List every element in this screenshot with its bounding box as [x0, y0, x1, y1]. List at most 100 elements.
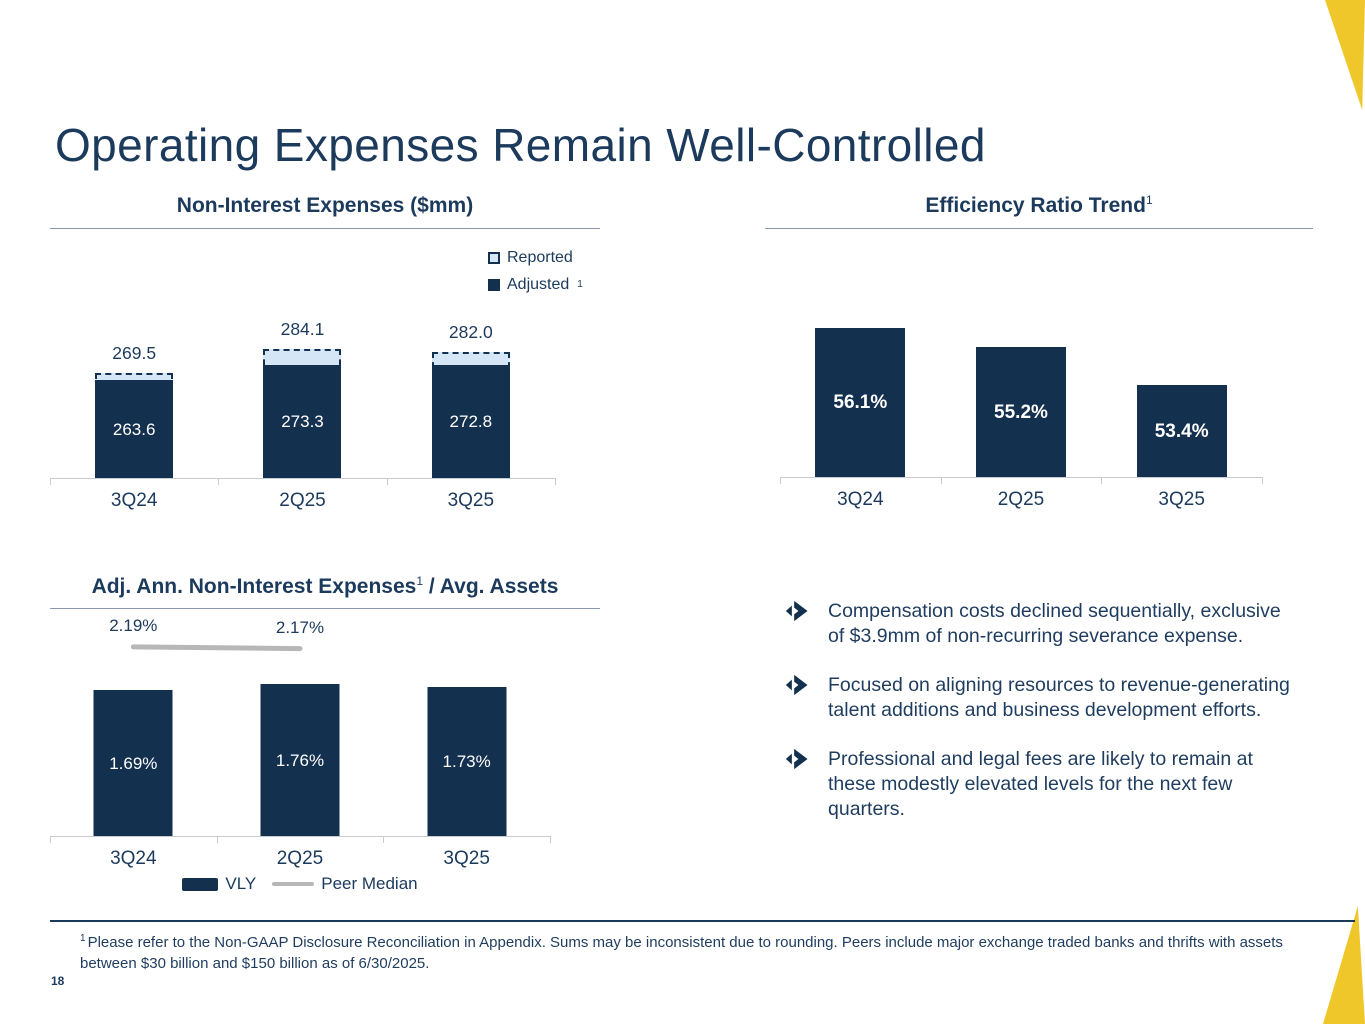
legend-adjusted-label: Adjusted [507, 276, 570, 293]
chart3-title-suffix: / Avg. Assets [423, 575, 559, 598]
efficiency-bar-3Q24: 56.1% [815, 328, 906, 478]
efficiency-bar-2Q25: 55.2% [975, 347, 1066, 478]
adjusted-value-label: 273.3 [281, 411, 324, 431]
peer-median-value-label: 2.17% [275, 617, 325, 637]
commentary-bullets: Compensation costs declined sequentially… [784, 599, 1296, 846]
legend-peer-median-label: Peer Median [321, 874, 418, 893]
legend-reported-label: Reported [507, 249, 573, 266]
vly-swatch-icon [182, 877, 219, 891]
axis-tick [550, 836, 551, 843]
chart1-title: Non-Interest Expenses ($mm) [50, 194, 600, 218]
adjusted-bar-3Q25: 272.8 [431, 365, 510, 479]
reported-bar-3Q25: 272.8 [431, 352, 510, 479]
chevron-bullet-icon [784, 747, 808, 822]
chart1-legend: Reported Adjusted 1 [488, 249, 583, 294]
legend-item-peer-median: Peer Median [272, 874, 418, 894]
axis-tick [555, 478, 556, 485]
axis-tick [780, 477, 781, 484]
bullet-text: Professional and legal fees are likely t… [828, 748, 1253, 820]
adjusted-bar-2Q25: 273.3 [263, 364, 342, 479]
reported-swatch-icon [488, 252, 500, 264]
x-tick-label: 2Q25 [997, 489, 1045, 510]
adj-nie-avg-assets-chart: 1.69% 3Q24 2.19% 1.76% 2Q25 2.17% 1.73% 3Q25 [50, 616, 551, 869]
chart1-title-text: Non-Interest Expenses ($mm) [176, 194, 474, 217]
bullet-item: Professional and legal fees are likely t… [784, 747, 1296, 822]
vly-bar-3Q25: 1.73% [427, 686, 507, 837]
yellow-corner-accent-bottom [1323, 906, 1365, 1024]
adjusted-swatch-icon [488, 279, 500, 291]
vly-bar-3Q24: 1.69% [93, 690, 173, 837]
axis-tick [940, 477, 942, 484]
reported-bar-2Q25: 273.3 [263, 348, 342, 479]
reported-bar-3Q24: 263.6 [95, 372, 174, 479]
legend-item-adjusted: Adjusted 1 [488, 276, 583, 294]
x-axis [780, 477, 1263, 484]
x-tick-label: 3Q25 [443, 848, 490, 869]
vly-value-label: 1.73% [442, 751, 491, 771]
axis-tick [383, 836, 385, 843]
adjusted-bar-3Q24: 263.6 [95, 380, 174, 479]
reported-value-label: 269.5 [112, 342, 157, 363]
category-slot: 1.69% 3Q24 2.19% [50, 616, 217, 869]
bullet-item: Compensation costs declined sequentially… [784, 599, 1296, 649]
axis-tick [386, 478, 388, 485]
legend-item-vly: VLY [182, 874, 256, 894]
chart3-title-text: Adj. Ann. Non-Interest Expenses [91, 575, 417, 598]
efficiency-bar-3Q25: 53.4% [1136, 385, 1227, 478]
peer-median-value-label: 2.19% [109, 615, 158, 635]
vly-value-label: 1.69% [109, 753, 158, 773]
category-slot: 263.6 269.5 3Q24 [50, 339, 218, 511]
chart2-title: Efficiency Ratio Trend1 [765, 194, 1313, 218]
category-slot: 55.2% 2Q25 [941, 288, 1102, 510]
x-tick-label: 2Q25 [279, 490, 326, 511]
axis-tick [1101, 477, 1103, 484]
x-axis [50, 836, 551, 843]
efficiency-value-label: 56.1% [833, 392, 888, 414]
axis-tick [1262, 477, 1263, 484]
axis-tick [216, 836, 218, 843]
chevron-bullet-icon [784, 673, 808, 723]
legend-item-reported: Reported [488, 249, 583, 267]
vly-bar-2Q25: 1.76% [260, 684, 340, 837]
category-slot: 272.8 282.0 3Q25 [387, 322, 555, 511]
adjusted-value-label: 272.8 [449, 412, 493, 432]
footnote: 1 Please refer to the Non-GAAP Disclosure… [80, 932, 1298, 974]
efficiency-value-label: 55.2% [994, 401, 1048, 423]
page-number: 18 [51, 974, 65, 988]
x-tick-label: 3Q24 [110, 490, 158, 511]
chart2-title-rule [765, 228, 1313, 229]
x-tick-label: 2Q25 [276, 848, 324, 869]
yellow-corner-accent-top [1325, 0, 1365, 110]
reported-value-label: 282.0 [448, 322, 493, 343]
bullet-text: Compensation costs declined sequentially… [828, 600, 1281, 647]
x-tick-label: 3Q24 [110, 848, 157, 869]
x-axis [50, 478, 556, 485]
x-tick-label: 3Q25 [447, 490, 495, 511]
footer-divider [50, 920, 1355, 922]
vly-value-label: 1.76% [275, 750, 325, 770]
chart3-title: Adj. Ann. Non-Interest Expenses1 / Avg. … [50, 575, 600, 599]
category-slot: 56.1% 3Q24 [780, 288, 941, 510]
category-slot: 53.4% 3Q25 [1101, 288, 1262, 510]
reported-value-label: 284.1 [280, 318, 325, 339]
category-slot: 273.3 284.1 2Q25 [218, 319, 386, 511]
footnote-marker: 1 [80, 933, 86, 944]
x-tick-label: 3Q24 [837, 489, 884, 510]
efficiency-ratio-chart: 56.1% 3Q24 55.2% 2Q25 53.4% 3Q25 [780, 288, 1263, 510]
chart3-legend: VLY Peer Median [50, 874, 550, 894]
page-title: Operating Expenses Remain Well-Controlle… [55, 119, 986, 171]
category-slot: 1.76% 2Q25 2.17% [217, 617, 384, 869]
legend-vly-label: VLY [225, 874, 257, 893]
chevron-bullet-icon [784, 599, 808, 649]
category-slot: 1.73% 3Q25 [383, 620, 550, 869]
chart2-title-text: Efficiency Ratio Trend [925, 194, 1146, 217]
peer-median-swatch-icon [272, 882, 315, 886]
chart3-title-rule [50, 608, 600, 609]
axis-tick [50, 478, 51, 485]
non-interest-expenses-chart: 263.6 269.5 3Q24 273.3 284.1 2Q25 272.8 282.0 3Q… [50, 319, 556, 511]
axis-tick [50, 836, 51, 843]
chart1-title-rule [50, 228, 600, 229]
chart3-footnote-ref: 1 [416, 574, 424, 588]
adjusted-value-label: 263.6 [112, 419, 156, 439]
